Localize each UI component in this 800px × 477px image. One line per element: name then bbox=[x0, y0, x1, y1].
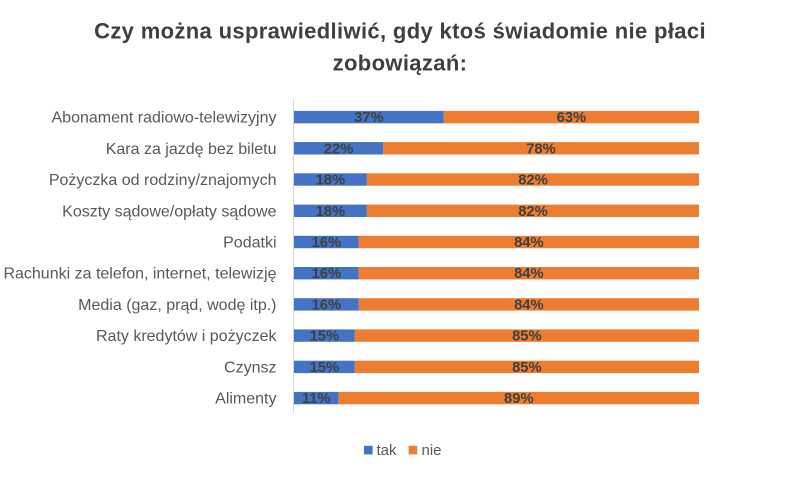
svg-text:16%: 16% bbox=[312, 235, 342, 251]
svg-text:15%: 15% bbox=[310, 329, 340, 345]
svg-text:tak: tak bbox=[377, 442, 398, 459]
svg-text:Czynsz: Czynsz bbox=[224, 359, 276, 376]
svg-text:Podatki: Podatki bbox=[223, 235, 276, 252]
svg-text:84%: 84% bbox=[514, 235, 544, 251]
svg-text:82%: 82% bbox=[518, 173, 548, 189]
svg-text:22%: 22% bbox=[324, 141, 354, 157]
svg-text:Czy można usprawiedliwić, gdy: Czy można usprawiedliwić, gdy ktoś świad… bbox=[94, 19, 706, 44]
svg-text:16%: 16% bbox=[312, 297, 342, 313]
svg-text:zobowiązań:: zobowiązań: bbox=[333, 50, 468, 75]
svg-text:18%: 18% bbox=[316, 204, 346, 220]
svg-text:Koszty sądowe/opłaty sądowe: Koszty sądowe/opłaty sądowe bbox=[62, 203, 276, 220]
svg-text:nie: nie bbox=[422, 442, 442, 459]
svg-text:Rachunki za telefon, internet,: Rachunki za telefon, internet, telewizję bbox=[3, 266, 276, 283]
svg-text:37%: 37% bbox=[354, 110, 384, 126]
svg-text:63%: 63% bbox=[557, 110, 587, 126]
svg-text:Pożyczka od rodziny/znajomych: Pożyczka od rodziny/znajomych bbox=[49, 172, 277, 189]
svg-text:Media (gaz, prąd, wodę itp.): Media (gaz, prąd, wodę itp.) bbox=[78, 297, 276, 314]
svg-text:Alimenty: Alimenty bbox=[215, 391, 276, 408]
svg-text:84%: 84% bbox=[514, 266, 544, 282]
svg-text:82%: 82% bbox=[518, 204, 548, 220]
svg-text:15%: 15% bbox=[310, 360, 340, 376]
svg-text:78%: 78% bbox=[526, 141, 556, 157]
svg-text:85%: 85% bbox=[512, 329, 542, 345]
svg-text:85%: 85% bbox=[512, 360, 542, 376]
svg-text:11%: 11% bbox=[302, 391, 331, 407]
svg-text:Raty kredytów i pożyczek: Raty kredytów i pożyczek bbox=[96, 328, 278, 345]
svg-text:Kara za jazdę bez biletu: Kara za jazdę bez biletu bbox=[106, 141, 277, 158]
svg-text:16%: 16% bbox=[312, 266, 342, 282]
svg-text:18%: 18% bbox=[316, 173, 346, 189]
svg-text:84%: 84% bbox=[514, 297, 544, 313]
svg-text:Abonament radiowo-telewizyjny: Abonament radiowo-telewizyjny bbox=[52, 110, 277, 127]
svg-text:89%: 89% bbox=[504, 391, 534, 407]
